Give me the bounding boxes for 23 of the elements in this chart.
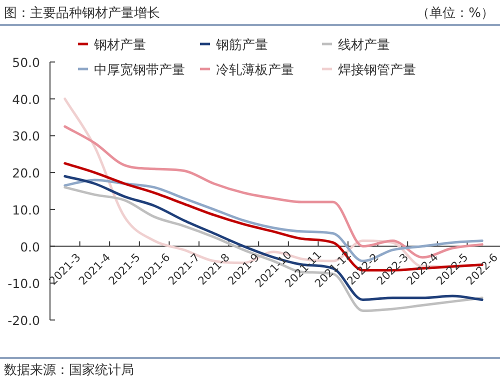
- annotation: （单位：%）: [416, 6, 494, 21]
- legend-item: 中厚宽钢带产量: [78, 63, 185, 78]
- legend-label: 线材产量: [338, 38, 390, 53]
- title: 图：主要品种钢材产量增长: [4, 6, 160, 21]
- y-tick-label: 30.0: [12, 128, 40, 144]
- legend-item: 焊接钢管产量: [322, 63, 416, 78]
- annotation: 数据来源：国家统计局: [4, 363, 134, 378]
- legend-label: 钢材产量: [93, 38, 146, 53]
- y-tick-label: 50.0: [12, 55, 40, 70]
- y-tick-label: -20.0: [8, 313, 40, 328]
- legend-label: 焊接钢管产量: [338, 63, 416, 78]
- legend-item: 钢材产量: [78, 38, 146, 53]
- legend-label: 中厚宽钢带产量: [94, 62, 185, 78]
- y-tick-label: 40.0: [12, 92, 40, 107]
- y-tick-label: 0.0: [20, 239, 40, 254]
- y-tick-label: 10.0: [12, 202, 40, 218]
- legend-item: 冷轧薄板产量: [200, 63, 294, 78]
- legend-item: 线材产量: [322, 38, 390, 53]
- y-tick-label: 20.0: [12, 166, 40, 181]
- legend-label: 钢筋产量: [215, 38, 268, 53]
- legend-label: 冷轧薄板产量: [216, 63, 294, 78]
- y-tick-label: -10.0: [8, 276, 40, 292]
- legend-item: 钢筋产量: [200, 38, 268, 53]
